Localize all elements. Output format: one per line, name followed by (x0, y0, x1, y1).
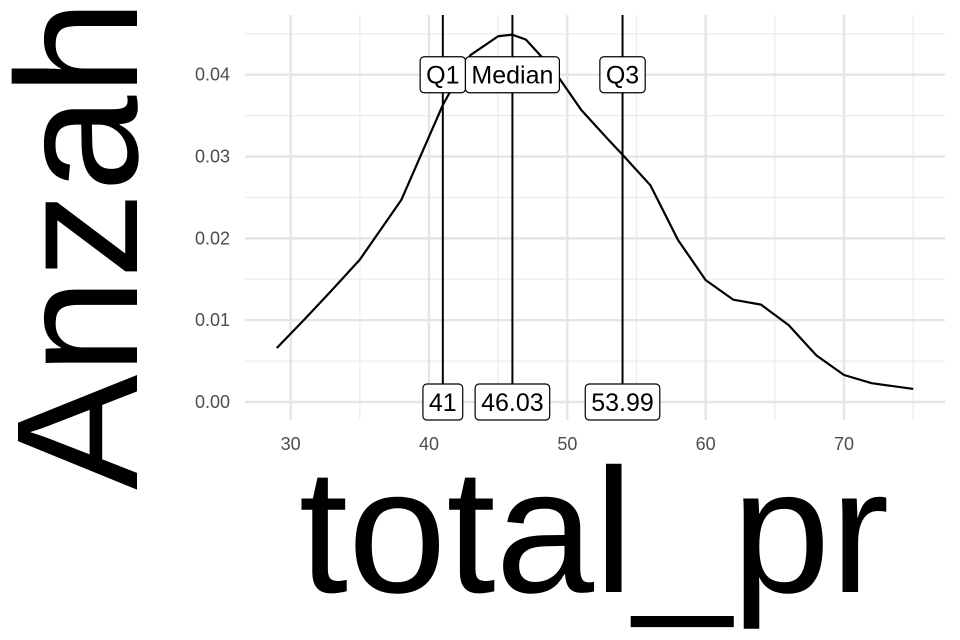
density-line (276, 33, 914, 390)
label-background (584, 383, 661, 421)
y-tick-label: 0.02 (195, 228, 230, 248)
x-tick-label: 30 (281, 434, 301, 454)
y-tick-label: 0.03 (195, 147, 230, 167)
grid: 30 40 50 60 70 0.00 0.01 0.02 0.03 0.04 (195, 15, 945, 454)
label-box: 41 (422, 383, 464, 421)
y-axis-title: Anzahl (0, 0, 174, 490)
y-tick-label: 0.01 (195, 310, 230, 330)
label-text: 53.99 (591, 389, 654, 417)
label-box: Median (464, 56, 561, 94)
label-text: Median (471, 62, 553, 90)
label-box: 53.99 (584, 383, 661, 421)
label-background (599, 56, 646, 94)
label-background (422, 383, 464, 421)
label-text: Q3 (606, 62, 639, 90)
y-tick-label: 0.04 (195, 65, 230, 85)
label-text: 41 (429, 389, 457, 417)
y-tick-label: 0.00 (195, 392, 230, 412)
labels: 41 46.03 53.99 Q1 Median Q3 (419, 56, 661, 421)
label-box: 46.03 (474, 383, 551, 421)
x-axis-title: total_pr (299, 432, 889, 630)
x-tick-label: 70 (834, 434, 854, 454)
label-text: 46.03 (481, 389, 544, 417)
x-tick-label: 40 (419, 434, 439, 454)
x-tick-label: 50 (557, 434, 577, 454)
x-tick-label: 60 (696, 434, 716, 454)
label-box: Q3 (599, 56, 646, 94)
label-text: Q1 (426, 62, 459, 90)
label-background (464, 56, 561, 94)
label-background (474, 383, 551, 421)
label-box: Q1 (419, 56, 467, 94)
